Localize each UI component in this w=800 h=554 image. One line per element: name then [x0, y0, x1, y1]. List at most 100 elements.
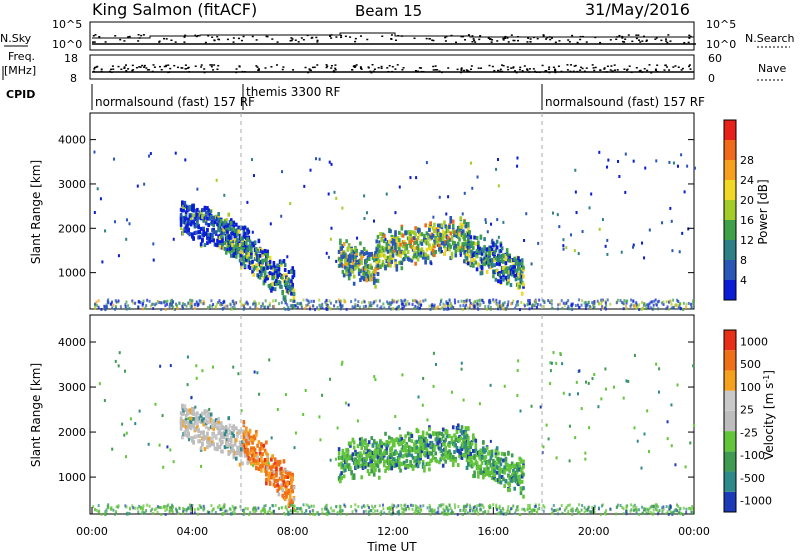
velocity-clutter-cell	[575, 507, 578, 511]
velocity-echo-cell	[247, 459, 251, 464]
power-echo-cell	[191, 232, 194, 237]
velocity-clutter-cell	[156, 505, 159, 509]
velocity-clutter-cell	[138, 504, 141, 508]
power-echo-cell	[376, 263, 380, 268]
power-sparse-cell	[570, 233, 573, 237]
power-echo-cell	[505, 266, 509, 271]
nsky-sample	[579, 38, 582, 41]
power-clutter-cell	[401, 307, 404, 311]
velocity-clutter-cell	[446, 512, 449, 516]
power-echo-cell	[394, 232, 397, 237]
velocity-echo-cell	[411, 455, 415, 460]
power-clutter-cell	[585, 303, 588, 307]
power-echo-cell	[292, 273, 296, 278]
cpid-segment-3: normalsound (fast) 157 RF	[545, 95, 705, 109]
power-echo-cell	[464, 239, 468, 244]
power-sparse-cell	[398, 185, 401, 189]
velocity-clutter-cell	[403, 509, 406, 513]
velocity-clutter-cell	[652, 512, 655, 516]
velocity-clutter-cell	[178, 506, 181, 510]
velocity-clutter-cell	[268, 506, 271, 510]
power-sparse-cell	[598, 227, 601, 231]
velocity-clutter-cell	[512, 504, 515, 508]
power-clutter-cell	[665, 300, 668, 304]
velocity-echo-cell	[282, 459, 286, 464]
power-clutter-cell	[397, 307, 400, 311]
power-echo-cell	[196, 207, 199, 212]
velocity-echo-cell	[187, 425, 190, 430]
power-sparse-cell	[574, 190, 577, 194]
freq-sample	[460, 68, 463, 70]
velocity-clutter-cell	[566, 512, 569, 516]
velocity-echo-cell	[202, 417, 205, 422]
power-echo-cell	[517, 281, 520, 286]
velocity-clutter-cell	[593, 510, 596, 514]
freq-sample	[167, 64, 170, 66]
velocity-echo-cell	[449, 452, 453, 457]
velocity-echo-cell	[479, 466, 483, 471]
power-clutter-cell	[134, 301, 137, 305]
velocity-clutter-cell	[289, 503, 292, 507]
velocity-clutter-cell	[580, 508, 583, 512]
power-clutter-cell	[430, 304, 433, 308]
velocity-echo-cell	[286, 472, 289, 477]
power-echo-cell	[356, 264, 360, 269]
nsky-sample	[638, 39, 641, 41]
power-echo-cell	[345, 268, 348, 273]
velocity-clutter-cell	[581, 504, 584, 508]
nsky-sample	[183, 36, 186, 38]
nsky-sample	[237, 37, 240, 40]
velocity-echo-cell	[443, 442, 446, 447]
velocity-echo-cell	[227, 416, 231, 421]
freq-sample	[139, 66, 142, 68]
nsky-sample	[302, 38, 305, 41]
power-echo-cell	[480, 271, 484, 276]
nsky-sample	[290, 37, 293, 39]
power-clutter-cell	[453, 298, 456, 302]
freq-sample	[330, 67, 333, 69]
power-echo-cell	[453, 241, 456, 246]
power-echo-cell	[351, 261, 355, 266]
velocity-clutter-cell	[94, 508, 97, 512]
power-clutter-cell	[444, 307, 447, 311]
power-echo-cell	[255, 246, 258, 251]
power-sparse-cell	[676, 164, 679, 168]
power-clutter-cell	[623, 298, 626, 302]
velocity-echo-cell	[179, 419, 183, 424]
nsky-sample	[271, 38, 274, 40]
velocity-clutter-cell	[542, 509, 545, 513]
power-clutter-cell	[164, 304, 167, 308]
power-sparse-cell	[289, 202, 292, 206]
power-clutter-cell	[568, 307, 571, 311]
velocity-echo-cell	[232, 424, 236, 429]
power-clutter-cell	[119, 305, 122, 309]
velocity-clutter-cell	[360, 505, 363, 509]
power-clutter-cell	[411, 303, 414, 307]
velocity-echo-cell	[360, 453, 363, 458]
velocity-echo-cell	[473, 453, 476, 458]
power-sparse-cell	[432, 215, 435, 219]
power-echo-cell	[357, 268, 361, 273]
power-clutter-cell	[428, 304, 431, 308]
velocity-clutter-cell	[163, 505, 166, 509]
velocity-echo-cell	[243, 447, 247, 452]
power-echo-cell	[360, 256, 363, 261]
power-clutter-cell	[605, 304, 608, 308]
power-echo-cell	[518, 284, 522, 289]
velocity-echo-cell	[238, 430, 242, 435]
nsky-sample	[665, 40, 668, 42]
power-clutter-cell	[651, 300, 654, 304]
power-echo-cell	[216, 243, 219, 248]
velocity-clutter-cell	[561, 511, 564, 515]
freq-sample	[402, 67, 405, 69]
velocity-clutter-cell	[555, 508, 558, 512]
power-echo-cell	[466, 237, 470, 242]
power-echo-cell	[489, 245, 493, 250]
power-clutter-cell	[424, 298, 427, 302]
velocity-clutter-cell	[354, 503, 357, 507]
power-echo-cell	[246, 247, 249, 252]
velocity-clutter-cell	[196, 507, 199, 511]
power-clutter-cell	[593, 302, 596, 306]
power-clutter-cell	[518, 308, 521, 312]
power-echo-cell	[370, 265, 374, 270]
